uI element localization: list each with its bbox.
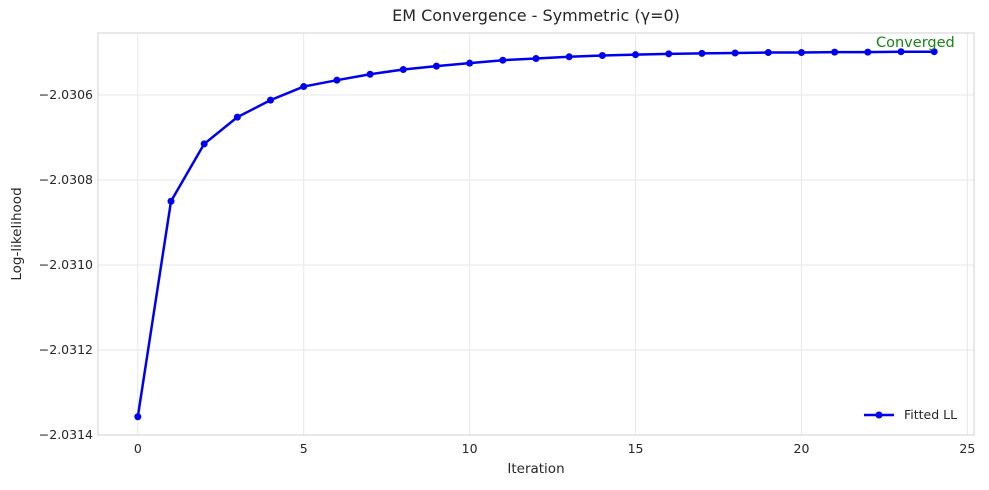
y-tick-label: −2.0310 xyxy=(38,257,93,273)
x-tick-label: 0 xyxy=(133,441,142,456)
x-tick-label: 25 xyxy=(959,441,976,456)
legend: Fitted LL xyxy=(862,407,957,422)
data-point-marker xyxy=(864,48,872,56)
data-point-marker xyxy=(233,113,241,121)
data-point-marker xyxy=(532,54,540,62)
data-point-marker xyxy=(565,53,573,61)
y-axis-label: Log-likelihood xyxy=(9,187,25,281)
data-point-marker xyxy=(134,413,142,421)
data-point-marker xyxy=(300,83,308,91)
y-tick-label: −2.0308 xyxy=(38,172,93,188)
x-tick-label: 5 xyxy=(299,441,308,456)
x-tick-label: 10 xyxy=(461,441,478,456)
plot-border xyxy=(97,32,975,436)
data-point-marker xyxy=(764,49,772,57)
x-tick-label: 20 xyxy=(793,441,810,456)
data-point-marker xyxy=(731,49,739,57)
data-point-marker xyxy=(200,140,208,148)
data-point-marker xyxy=(665,50,673,58)
data-point-marker xyxy=(366,70,374,78)
data-point-marker xyxy=(267,96,275,104)
x-axis-label: Iteration xyxy=(507,461,565,477)
data-point-marker xyxy=(432,62,440,70)
data-point-marker xyxy=(333,76,341,84)
data-point-marker xyxy=(499,56,507,64)
data-point-marker xyxy=(632,51,640,59)
data-point-marker xyxy=(930,48,938,56)
legend-label: Fitted LL xyxy=(904,407,958,422)
legend-line-sample-icon xyxy=(864,411,894,418)
y-tick-label: −2.0306 xyxy=(38,87,93,103)
data-point-marker xyxy=(797,49,805,57)
x-tick-label: 15 xyxy=(627,441,644,456)
data-point-marker xyxy=(399,66,407,74)
data-point-marker xyxy=(167,197,175,205)
y-tick-label: −2.0312 xyxy=(38,342,93,357)
data-point-marker xyxy=(598,52,606,60)
fitted-ll-line xyxy=(136,50,936,418)
y-tick-label: −2.0314 xyxy=(38,427,93,442)
data-point-marker xyxy=(831,48,839,56)
converged-annotation: Converged xyxy=(876,35,955,51)
data-point-marker xyxy=(466,59,474,67)
data-point-marker xyxy=(897,48,905,56)
data-point-marker xyxy=(698,49,706,57)
chart-title: EM Convergence - Symmetric (γ=0) xyxy=(392,6,680,25)
